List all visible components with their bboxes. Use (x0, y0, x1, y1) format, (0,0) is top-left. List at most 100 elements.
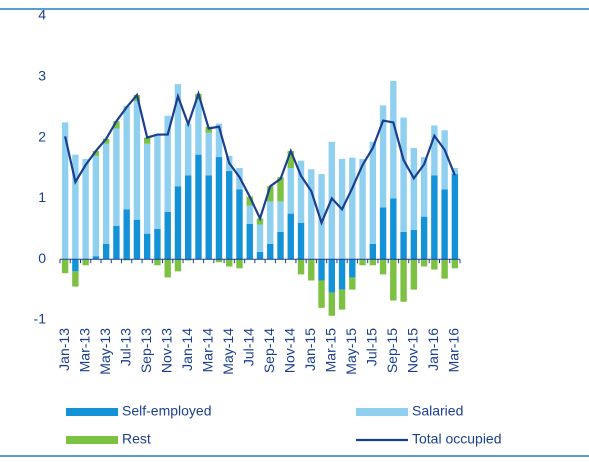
bar-segment (441, 130, 448, 190)
bar-segment (92, 150, 100, 156)
bar-segment (164, 115, 171, 212)
bar-segment (133, 219, 141, 260)
bar-segment (359, 158, 366, 260)
bar-segment (256, 218, 264, 225)
x-tick-label: Jan-15 (302, 328, 318, 371)
legend-swatch (356, 408, 408, 416)
x-tick-label: Sep-13 (138, 328, 154, 373)
bar-segment (113, 121, 120, 129)
bar-segment (185, 175, 192, 260)
x-tick-label: Jul-14 (240, 328, 256, 366)
bar-segment (297, 259, 305, 275)
line-series (64, 90, 456, 226)
bar-segment (287, 213, 294, 260)
bar-segment (215, 123, 223, 158)
bar-segment (297, 222, 305, 260)
x-tick-label: Jul-15 (364, 328, 380, 366)
bar-segment (390, 81, 397, 199)
bar-segment (82, 259, 89, 266)
bar-segment (420, 259, 428, 267)
bar-segment (246, 205, 253, 224)
bar-segment (328, 292, 335, 316)
bar-segment (154, 259, 161, 266)
bar-segment (410, 230, 418, 260)
bar-segment (102, 138, 110, 144)
bar-segment (195, 154, 202, 260)
bar-segment (267, 186, 274, 202)
bar-segment (174, 259, 182, 272)
y-tick-label: 3 (38, 68, 46, 84)
bar-segment (431, 125, 438, 176)
bar-segment (308, 259, 315, 281)
bar-segment (246, 223, 253, 260)
bar-segment (215, 259, 223, 263)
bar-segment (420, 157, 428, 217)
bar-segment (123, 209, 130, 260)
bar-segment (205, 126, 212, 133)
bar-segment (246, 196, 253, 206)
legend-label: Salaried (412, 403, 463, 419)
bar-segment (256, 224, 264, 252)
bar-segment (205, 132, 212, 176)
bar-segment (226, 259, 233, 267)
x-tick-label: Mar-16 (446, 328, 462, 373)
bar-segment (379, 259, 387, 275)
bar-segment (441, 259, 448, 279)
bar-segment (61, 122, 69, 260)
bar-segment (369, 244, 377, 260)
bar-segment (451, 168, 459, 175)
bar-segment (287, 150, 294, 168)
bar-segment (185, 259, 192, 261)
x-tick-label: Sep-15 (384, 328, 400, 373)
bar-segment (277, 201, 284, 232)
y-tick-label: 0 (38, 250, 46, 266)
legend-swatch (66, 436, 118, 444)
bar-segment (390, 198, 397, 260)
bar-segment (400, 259, 407, 302)
bar-segment (431, 175, 438, 260)
x-tick-label: Sep-14 (261, 328, 277, 373)
bar-segment (318, 174, 325, 260)
bar-segment (287, 168, 294, 214)
x-tick-label: Jan-14 (179, 328, 195, 371)
bar-segment (267, 244, 274, 260)
bar-segment (451, 259, 459, 269)
bar-segment (328, 259, 335, 293)
x-tick-label: Nov-15 (405, 328, 421, 373)
bar-segment (297, 160, 305, 223)
bar-segment (92, 155, 100, 257)
bar-segment (154, 134, 161, 229)
bar-segment (143, 233, 151, 260)
bar-segment (318, 280, 325, 308)
bar-segment (164, 259, 171, 278)
bar-segment (113, 128, 120, 226)
bar-segment (143, 143, 151, 234)
bar-segment (72, 154, 79, 260)
bar-segment (338, 259, 346, 290)
bar-segment (349, 277, 356, 290)
bar-segment (113, 225, 120, 260)
bar-segment (420, 216, 428, 260)
x-tick-label: Nov-14 (281, 328, 297, 373)
y-tick-label: 4 (38, 7, 46, 23)
bar-segment (338, 289, 346, 310)
bar-segment (369, 259, 377, 266)
bar-segment (174, 84, 182, 187)
bar-segment (236, 189, 243, 260)
bar-segment (379, 207, 387, 260)
bar-segment (390, 259, 397, 301)
x-tick-label: May-15 (343, 328, 359, 375)
y-tick-label: -1 (34, 311, 47, 327)
y-tick-label: 2 (38, 128, 46, 144)
legend-label: Self-employed (122, 403, 212, 419)
bar-segment (451, 174, 459, 260)
bar-segment (82, 158, 89, 260)
bar-segment (215, 157, 223, 260)
bar-segment (164, 211, 171, 260)
bar-segment (226, 171, 233, 260)
bar-segment (195, 99, 202, 155)
legend-label: Rest (122, 431, 151, 447)
x-tick-label: Jan-16 (425, 328, 441, 371)
y-tick-label: 1 (38, 189, 46, 205)
